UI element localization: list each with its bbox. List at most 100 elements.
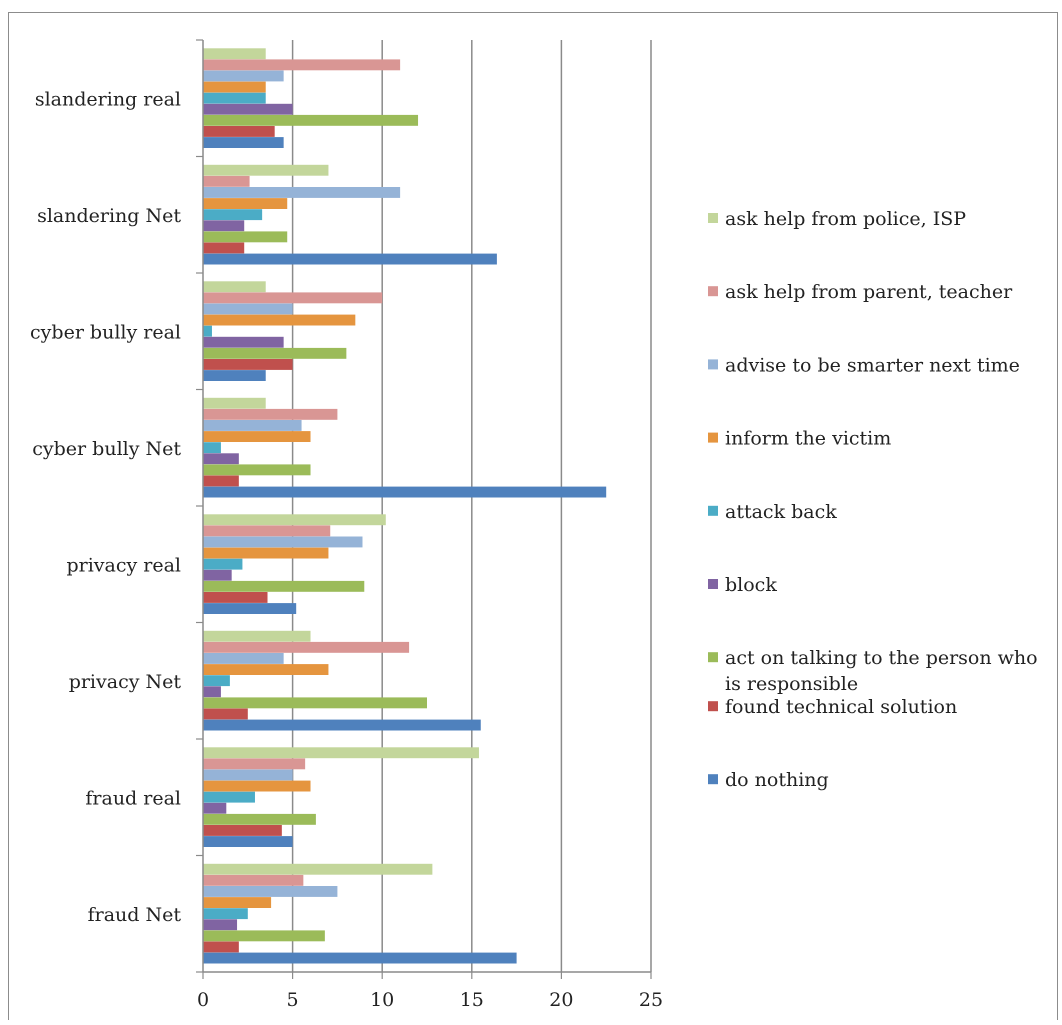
- bar-0-5: [203, 103, 293, 115]
- bar-1-5: [203, 220, 245, 232]
- bar-7-3: [203, 897, 272, 908]
- bar-0-1: [203, 59, 401, 71]
- legend-label-7: found technical solution: [725, 696, 957, 718]
- bar-5-6: [203, 697, 427, 709]
- bar-4-1: [203, 525, 331, 537]
- bar-4-8: [203, 603, 297, 614]
- x-tick-label-1: 5: [287, 989, 299, 1011]
- legend-label-0: ask help from police, ISP: [725, 208, 966, 230]
- bar-5-8: [203, 719, 481, 731]
- bar-3-5: [203, 453, 239, 465]
- bar-5-0: [203, 630, 311, 642]
- x-tick-label-3: 15: [460, 989, 484, 1011]
- bar-4-6: [203, 580, 365, 592]
- category-label-7: fraud Net: [88, 904, 182, 926]
- bar-2-2: [203, 303, 293, 315]
- x-tick-label-5: 25: [639, 989, 663, 1011]
- bar-0-0: [203, 48, 266, 60]
- legend-swatch-4: [708, 505, 718, 516]
- category-label-5: privacy Net: [69, 671, 182, 693]
- bar-1-1: [203, 175, 250, 187]
- bar-2-8: [203, 370, 266, 381]
- bar-6-8: [203, 836, 293, 847]
- legend-swatch-2: [708, 359, 718, 370]
- category-label-0: slandering real: [35, 88, 181, 110]
- legend-swatch-8: [708, 774, 718, 785]
- bar-3-6: [203, 464, 311, 476]
- bar-5-2: [203, 653, 284, 664]
- bar-0-3: [203, 81, 266, 93]
- legend-swatch-3: [708, 432, 718, 443]
- bar-0-2: [203, 70, 284, 82]
- bar-7-6: [203, 930, 325, 942]
- category-label-1: slandering Net: [37, 205, 181, 227]
- legend-label-3: inform the victim: [725, 428, 891, 450]
- bar-6-7: [203, 825, 282, 836]
- bar-2-7: [203, 359, 293, 370]
- bar-4-4: [203, 558, 243, 570]
- bar-5-5: [203, 686, 221, 698]
- bar-3-2: [203, 420, 302, 431]
- bar-6-4: [203, 791, 255, 803]
- bar-2-1: [203, 292, 383, 304]
- bar-7-0: [203, 863, 433, 875]
- legend-swatch-1: [708, 286, 718, 297]
- legend-swatch-0: [708, 213, 718, 223]
- bar-1-0: [203, 164, 329, 176]
- bar-4-7: [203, 592, 268, 603]
- category-label-6: fraud real: [85, 787, 181, 809]
- bar-3-1: [203, 408, 338, 420]
- x-tick-label-4: 20: [549, 989, 573, 1011]
- bar-6-3: [203, 780, 311, 792]
- category-label-3: cyber bully Net: [32, 438, 181, 460]
- bar-5-3: [203, 664, 329, 675]
- bar-0-6: [203, 114, 419, 126]
- legend-label-4: attack back: [725, 501, 837, 523]
- x-tick-label-2: 10: [370, 989, 394, 1011]
- legend-label-5: block: [725, 574, 777, 596]
- legend-swatch-7: [708, 701, 718, 712]
- bar-3-4: [203, 442, 221, 454]
- bar-0-7: [203, 126, 275, 137]
- category-label-2: cyber bully real: [30, 321, 181, 343]
- bar-6-1: [203, 758, 306, 770]
- bar-2-0: [203, 281, 266, 293]
- bar-5-1: [203, 641, 410, 653]
- bar-3-7: [203, 475, 239, 487]
- chart-frame: [8, 12, 1058, 1020]
- legend-label-8: do nothing: [725, 769, 829, 791]
- bar-1-4: [203, 209, 263, 221]
- bar-4-3: [203, 547, 329, 559]
- x-tick-label-0: 0: [197, 989, 209, 1011]
- bar-7-7: [203, 941, 239, 953]
- bar-0-4: [203, 92, 266, 104]
- bar-1-2: [203, 187, 401, 198]
- category-label-4: privacy real: [66, 554, 181, 576]
- legend-swatch-5: [708, 579, 718, 589]
- bar-3-0: [203, 397, 266, 409]
- bar-0-8: [203, 137, 284, 148]
- legend-label-2: advise to be smarter next time: [725, 354, 1020, 376]
- bar-6-6: [203, 813, 316, 825]
- bar-3-3: [203, 431, 311, 442]
- bar-1-3: [203, 198, 288, 209]
- bar-5-4: [203, 675, 230, 687]
- bar-2-3: [203, 314, 356, 326]
- bar-1-8: [203, 253, 497, 265]
- bar-7-5: [203, 919, 238, 931]
- bar-3-8: [203, 486, 607, 498]
- bar-7-4: [203, 908, 248, 920]
- bar-1-7: [203, 242, 245, 254]
- legend-swatch-6: [708, 652, 718, 663]
- legend-label-6: act on talking to the person who is respo…: [725, 647, 1038, 695]
- bar-6-0: [203, 747, 479, 759]
- bar-6-2: [203, 769, 293, 781]
- bar-2-4: [203, 325, 212, 337]
- bar-1-6: [203, 231, 288, 243]
- bar-4-2: [203, 536, 363, 548]
- bar-2-6: [203, 347, 347, 359]
- bar-7-8: [203, 952, 517, 964]
- bar-7-2: [203, 886, 338, 897]
- bar-7-1: [203, 874, 304, 886]
